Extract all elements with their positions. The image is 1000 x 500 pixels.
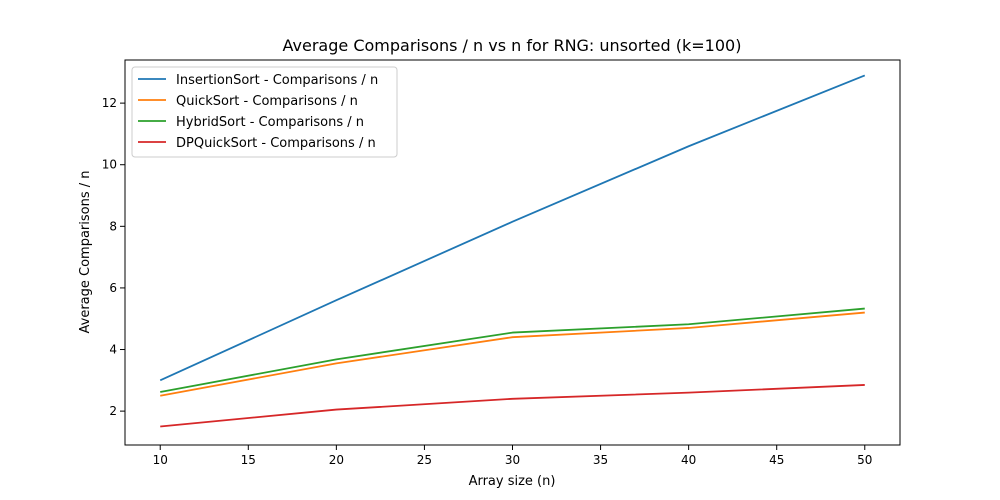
y-tick-label: 10: [102, 158, 117, 172]
y-axis-label: Average Comparisons / n: [78, 170, 93, 333]
legend-label: QuickSort - Comparisons / n: [176, 94, 358, 109]
series-lines: [159, 74, 866, 428]
x-tick-label: 25: [417, 453, 432, 467]
x-tick-label: 50: [857, 453, 872, 467]
legend: InsertionSort - Comparisons / n QuickSort…: [131, 66, 398, 158]
legend-label: InsertionSort - Comparisons / n: [176, 73, 378, 88]
legend-box: [131, 66, 398, 158]
y-tick-label: 6: [109, 281, 117, 295]
series-line-3: [160, 384, 865, 428]
x-tick-label: 15: [241, 453, 256, 467]
axis-ticks: 10 15 20 25 30 35 40 45 50 2 4 6 8 10 12: [102, 96, 873, 467]
x-tick-label: 10: [153, 453, 168, 467]
x-tick-label: 35: [593, 453, 608, 467]
chart-title: Average Comparisons / n vs n for RNG: un…: [283, 36, 742, 55]
x-tick-label: 30: [505, 453, 520, 467]
series-line-0: [159, 74, 866, 382]
series-line-2: [160, 307, 865, 393]
x-tick-label: 40: [681, 453, 696, 467]
y-tick-label: 2: [109, 404, 117, 418]
x-tick-label: 45: [769, 453, 784, 467]
y-tick-label: 8: [109, 219, 117, 233]
y-tick-label: 4: [109, 343, 117, 357]
series-line-1: [160, 311, 865, 397]
legend-label: HybridSort - Comparisons / n: [176, 115, 364, 130]
legend-label: DPQuickSort - Comparisons / n: [176, 136, 376, 151]
x-axis-label: Array size (n): [469, 474, 556, 489]
x-tick-label: 20: [329, 453, 344, 467]
y-tick-label: 12: [102, 96, 117, 110]
